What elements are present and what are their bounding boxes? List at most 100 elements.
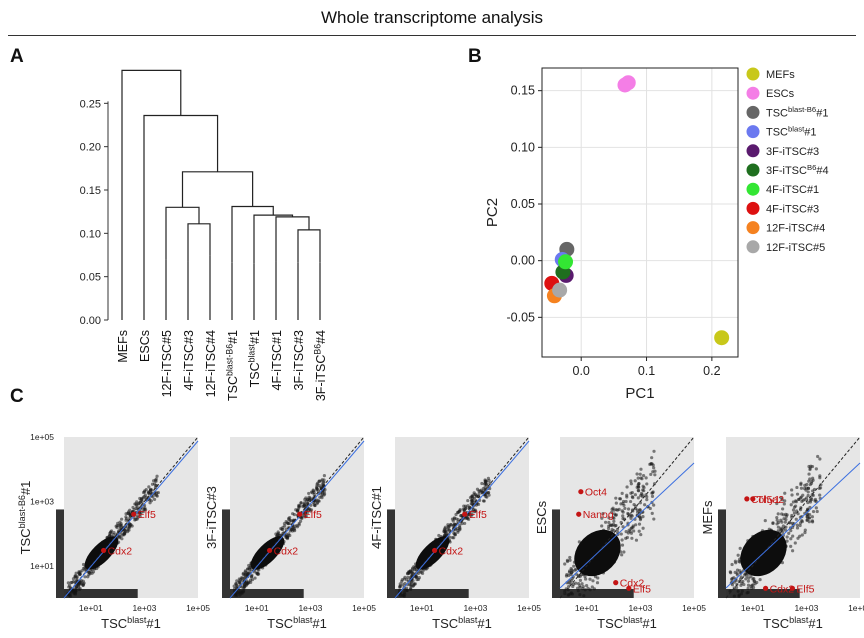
dendrogram-merge-link — [297, 229, 321, 263]
cloud-point — [629, 479, 633, 483]
y-tick-label: 0.05 — [80, 272, 101, 284]
cloud-point — [416, 571, 420, 576]
cloud-point — [645, 498, 649, 502]
x-tick-label: 1e+05 — [848, 603, 864, 613]
cloud-point — [789, 503, 793, 507]
cloud-point — [803, 528, 807, 532]
cloud-point — [624, 499, 628, 504]
cloud-point — [637, 482, 641, 486]
cloud-point — [745, 574, 749, 578]
fit-line — [63, 440, 199, 599]
y-rug — [552, 509, 560, 598]
gene-marker — [578, 489, 584, 495]
dendrogram-merge-link — [231, 205, 274, 263]
legend-marker — [746, 182, 760, 196]
cloud-point — [793, 541, 797, 545]
cloud-point — [464, 506, 468, 510]
dendrogram-leaf-label: 12F-iTSC#4 — [204, 330, 218, 397]
cloud-point — [639, 533, 643, 537]
cloud-point — [287, 516, 291, 521]
y-axis-label: TSCblast-B6#1 — [17, 481, 33, 555]
cloud-point — [808, 498, 812, 502]
cloud-point — [456, 526, 460, 530]
y-tick-label: 0.15 — [511, 84, 535, 98]
cloud-point — [741, 579, 745, 584]
cloud-point — [448, 535, 452, 539]
cloud-point — [807, 520, 811, 524]
cloud-point — [784, 517, 788, 522]
legend-label: 12F-iTSC#4 — [766, 223, 825, 235]
cloud-point — [133, 502, 137, 506]
cloud-point — [443, 525, 448, 529]
cloud-point — [311, 488, 315, 492]
cloud-point — [783, 491, 787, 495]
x-tick-label: 0.1 — [638, 364, 655, 378]
cloud-point — [398, 582, 402, 586]
cloud-point — [620, 509, 624, 513]
cloud-point — [792, 511, 797, 515]
cloud-point — [481, 499, 486, 503]
cloud-point — [615, 508, 620, 512]
cloud-point — [641, 526, 645, 530]
cloud-point — [783, 499, 787, 503]
cloud-point — [622, 550, 626, 554]
cloud-point — [806, 500, 810, 505]
cloud-point — [806, 490, 810, 494]
cloud-point — [800, 533, 804, 537]
cloud-point — [635, 485, 639, 489]
cloud-point — [625, 485, 629, 489]
cloud-point — [650, 511, 654, 515]
gene-label: Elf5 — [796, 583, 814, 595]
cloud-point — [807, 472, 811, 476]
cloud-point — [471, 506, 475, 510]
cloud-point — [636, 476, 640, 480]
cloud-point — [243, 570, 247, 574]
cloud-point — [776, 520, 781, 525]
cloud-point — [621, 517, 625, 521]
cloud-point — [407, 571, 411, 575]
cloud-point — [398, 584, 402, 589]
cloud-point — [280, 527, 285, 532]
cloud-point — [124, 517, 129, 521]
cloud-point — [744, 577, 748, 581]
cloud-point — [247, 580, 251, 584]
cloud-point — [578, 578, 583, 582]
cloud-point — [621, 501, 625, 506]
cloud-point — [128, 516, 132, 520]
cloud-point — [613, 513, 618, 517]
cloud-point — [798, 534, 802, 538]
cloud-point — [630, 490, 634, 495]
cloud-point — [123, 528, 127, 532]
plot-frame — [541, 67, 739, 358]
y-tick-label: 0.10 — [511, 140, 535, 154]
cloud-point — [91, 570, 96, 574]
cloud-point — [118, 536, 122, 540]
cloud-point — [122, 531, 127, 535]
cloud-point — [567, 573, 571, 578]
cloud-point — [634, 538, 639, 542]
cloud-point — [584, 577, 588, 581]
cloud-point — [817, 486, 821, 490]
cloud-point — [585, 584, 589, 588]
legend-marker — [746, 67, 760, 81]
cloud-point — [652, 503, 656, 507]
x-rug — [64, 589, 138, 598]
cloud-point — [650, 456, 654, 460]
cloud-point — [71, 577, 76, 581]
gene-marker — [462, 511, 468, 517]
cloud-point — [805, 496, 809, 500]
cloud-point — [297, 505, 301, 509]
cloud-point — [808, 512, 812, 517]
cloud-point — [783, 520, 787, 524]
cloud-point — [810, 515, 814, 519]
cloud-point — [581, 585, 585, 589]
cloud-point — [149, 487, 153, 491]
panel-a-letter: A — [10, 46, 24, 67]
cloud-point — [459, 514, 463, 518]
cloud-point — [775, 515, 779, 520]
gene-label: Nanog — [583, 509, 614, 521]
cloud-point — [316, 500, 320, 505]
cloud-point — [313, 503, 317, 508]
cloud-point — [625, 535, 629, 540]
cloud-point — [563, 562, 567, 566]
